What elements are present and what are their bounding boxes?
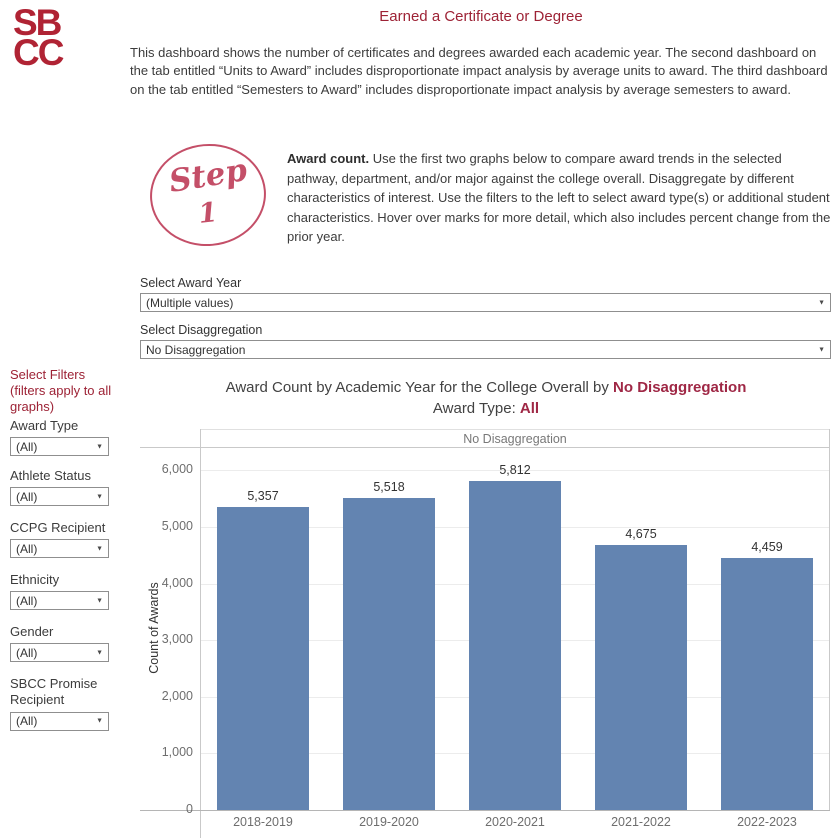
award-year-value: (Multiple values) [146, 295, 234, 310]
filter-label: SBCC Promise Recipient [10, 676, 98, 708]
page-title: Earned a Certificate or Degree [379, 8, 583, 25]
award-year-dropdown[interactable]: (Multiple values) ▼ [140, 293, 831, 312]
filter-label: CCPG Recipient [10, 520, 106, 535]
bar-value-label: 4,459 [751, 539, 783, 554]
filter-value: (All) [16, 593, 38, 608]
y-axis-line [200, 429, 201, 838]
sbcc-logo: SB CC [13, 2, 64, 74]
bar-value-label: 4,675 [625, 527, 657, 542]
chevron-down-icon: ▼ [96, 443, 103, 451]
step-1-instructions: Award count. Use the first two graphs be… [287, 149, 835, 247]
y-tick-label: 6,000 [161, 462, 193, 477]
bar-2021-2022[interactable] [595, 545, 687, 810]
bar-value-label: 5,812 [499, 463, 531, 478]
logo-line-1: SB [13, 2, 62, 43]
award-year-label: Select Award Year [140, 276, 242, 290]
filter-value: (All) [16, 541, 38, 556]
filter-value: (All) [16, 489, 38, 504]
filter-dropdown[interactable]: (All) ▼ [10, 711, 109, 731]
y-tick-label: 0 [186, 802, 193, 816]
bar-2022-2023[interactable] [721, 557, 813, 810]
filter-dropdown[interactable]: (All) ▼ [10, 487, 109, 507]
y-tick-label: 4,000 [161, 575, 193, 590]
disaggregation-dropdown[interactable]: No Disaggregation ▼ [140, 340, 831, 359]
y-axis-title: Count of Awards [147, 582, 161, 674]
filter-group-sbcc-promise-recipient: SBCC Promise Recipient (All) ▼ [10, 676, 109, 731]
step-1-body: Use the first two graphs below to compar… [287, 151, 831, 244]
chart-subtitle: Award Type: All [140, 400, 832, 417]
step-1-lead: Award count. [287, 151, 370, 166]
disaggregation-label: Select Disaggregation [140, 323, 263, 337]
filter-label: Ethnicity [10, 572, 60, 587]
filters-heading: Select Filters (filters apply to all gra… [10, 367, 112, 414]
dashboard-description: This dashboard shows the number of certi… [130, 45, 828, 97]
filter-dropdown[interactable]: (All) ▼ [10, 591, 109, 611]
chevron-down-icon: ▼ [96, 545, 103, 553]
x-tick-label: 2019-2020 [359, 815, 419, 829]
y-tick-label: 1,000 [161, 745, 193, 760]
x-tick-label: 2018-2019 [233, 815, 293, 829]
filter-dropdown[interactable]: (All) ▼ [10, 539, 109, 559]
filter-group-award-type: Award Type (All) ▼ [10, 418, 109, 457]
gridline-6000 [201, 470, 829, 472]
bar-2020-2021[interactable] [469, 481, 561, 810]
plot-right-border [829, 429, 830, 810]
y-tick-label: 2,000 [161, 688, 193, 703]
filter-label: Gender [10, 624, 54, 639]
y-tick-label: 5,000 [161, 519, 193, 533]
disaggregation-value: No Disaggregation [146, 342, 246, 357]
filter-group-gender: Gender (All) ▼ [10, 624, 109, 663]
x-tick-label: 2020-2021 [485, 815, 545, 829]
filter-value: (All) [16, 439, 38, 454]
filter-value: (All) [16, 714, 38, 728]
x-axis-line [140, 810, 830, 811]
filter-group-ccpg-recipient: CCPG Recipient (All) ▼ [10, 520, 109, 559]
pane-header-border [140, 447, 830, 448]
chevron-down-icon: ▼ [96, 649, 103, 657]
filter-value: (All) [16, 645, 38, 660]
logo-line-2: CC [13, 32, 64, 74]
filter-dropdown[interactable]: (All) ▼ [10, 643, 109, 663]
filter-label: Award Type [10, 418, 79, 433]
bar-value-label: 5,357 [247, 488, 279, 503]
chevron-down-icon: ▼ [818, 346, 825, 353]
chevron-down-icon: ▼ [96, 717, 103, 725]
chart-title-highlight: No Disaggregation [613, 379, 747, 396]
chart-title-text: Award Count by Academic Year for the Col… [225, 379, 614, 396]
bar-2018-2019[interactable] [217, 506, 309, 810]
chart-subtitle-highlight: All [519, 400, 540, 417]
y-tick-label: 3,000 [161, 632, 193, 647]
x-tick-label: 2022-2023 [737, 815, 797, 829]
pane-header: No Disaggregation [200, 429, 830, 447]
filter-dropdown[interactable]: (All) ▼ [10, 437, 109, 457]
filter-label: Athlete Status [10, 468, 91, 483]
filter-group-ethnicity: Ethnicity (All) ▼ [10, 572, 109, 611]
chart-title: Award Count by Academic Year for the Col… [140, 379, 832, 396]
chevron-down-icon: ▼ [96, 493, 103, 501]
chevron-down-icon: ▼ [818, 299, 825, 306]
bar-value-label: 5,518 [373, 479, 405, 494]
chevron-down-icon: ▼ [96, 597, 103, 605]
filter-group-athlete-status: Athlete Status (All) ▼ [10, 468, 109, 507]
bar-2019-2020[interactable] [343, 497, 435, 810]
chart-subtitle-text: Award Type: [432, 400, 520, 417]
x-tick-label: 2021-2022 [611, 815, 671, 829]
